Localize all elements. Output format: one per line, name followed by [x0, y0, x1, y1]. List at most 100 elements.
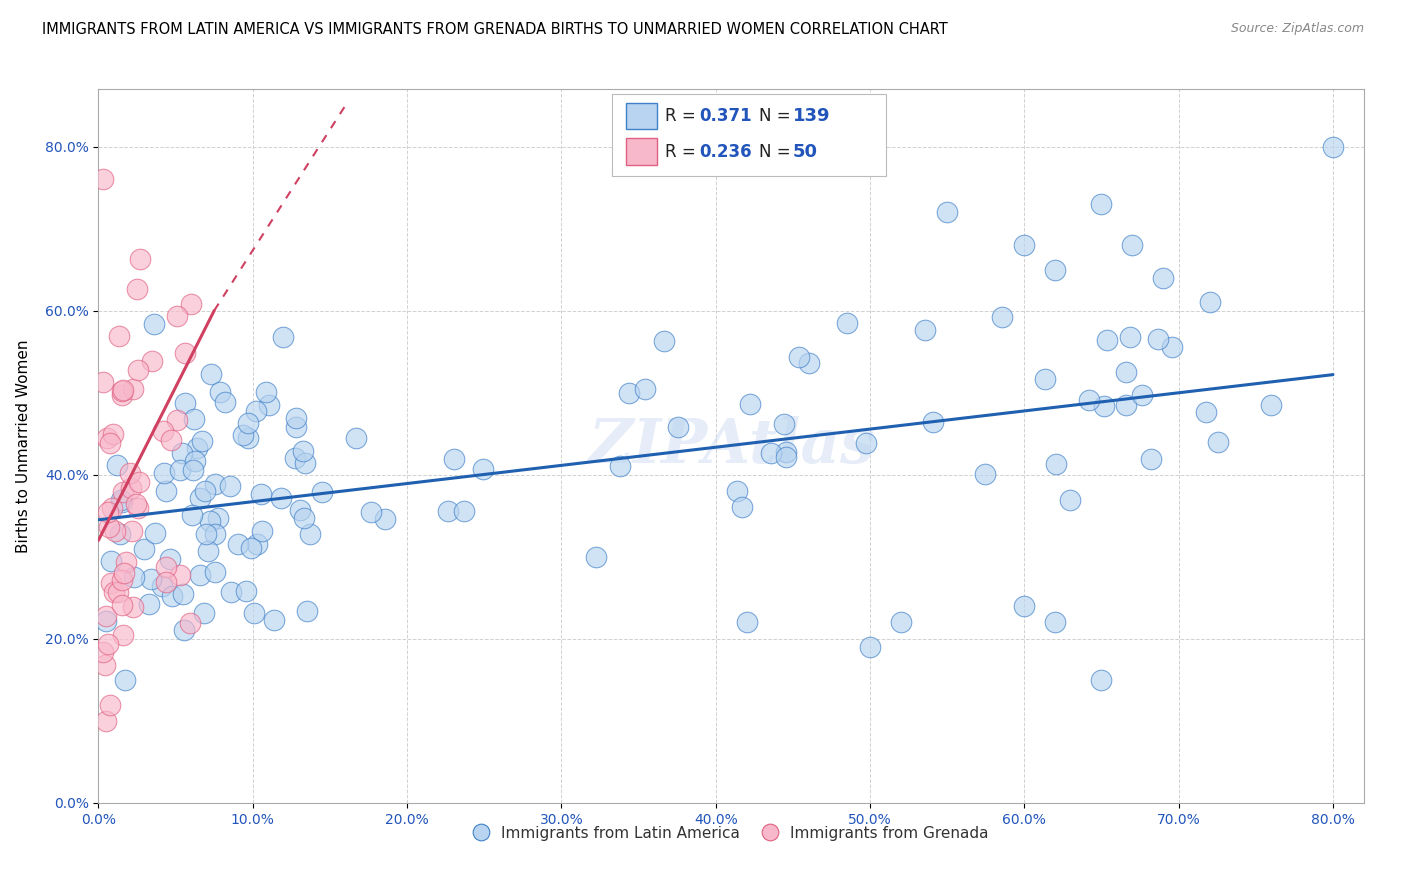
Point — [143, 317, 166, 331]
Point — [232, 427, 254, 442]
Text: R =: R = — [665, 107, 702, 125]
Point — [437, 504, 460, 518]
Point — [207, 511, 229, 525]
Point — [121, 524, 143, 538]
Point — [96, 431, 118, 445]
Point — [855, 436, 877, 450]
Point — [1059, 493, 1081, 508]
Point — [240, 541, 263, 556]
Point — [243, 606, 266, 620]
Point — [152, 467, 174, 481]
Point — [1140, 451, 1163, 466]
Point — [1090, 673, 1112, 687]
Point — [292, 511, 315, 525]
Point — [1115, 398, 1137, 412]
Point — [98, 435, 121, 450]
Point — [139, 572, 162, 586]
Text: IMMIGRANTS FROM LATIN AMERICA VS IMMIGRANTS FROM GRENADA BIRTHS TO UNMARRIED WOM: IMMIGRANTS FROM LATIN AMERICA VS IMMIGRA… — [42, 22, 948, 37]
Point — [110, 387, 132, 401]
Point — [125, 282, 148, 296]
Text: Source: ZipAtlas.com: Source: ZipAtlas.com — [1230, 22, 1364, 36]
Point — [107, 585, 129, 599]
Point — [775, 445, 797, 459]
Point — [112, 566, 135, 580]
Point — [122, 382, 145, 396]
Point — [110, 493, 132, 508]
Point — [152, 425, 174, 439]
Point — [93, 658, 115, 673]
Point — [263, 613, 285, 627]
Point — [128, 475, 150, 490]
Point — [181, 463, 204, 477]
Point — [585, 549, 607, 564]
Point — [284, 450, 307, 465]
Point — [183, 411, 205, 425]
Point — [179, 615, 201, 630]
Point — [193, 483, 215, 498]
Point — [155, 484, 177, 499]
Point — [122, 569, 145, 583]
Point — [127, 501, 149, 516]
Point — [1160, 340, 1182, 354]
Point — [731, 500, 754, 514]
Point — [1095, 333, 1118, 347]
Point — [91, 172, 114, 186]
Point — [1198, 295, 1220, 310]
Point — [238, 416, 260, 430]
Point — [1014, 599, 1036, 613]
Point — [105, 458, 128, 472]
Point — [124, 497, 146, 511]
Point — [172, 446, 194, 460]
Point — [166, 413, 188, 427]
Point — [141, 353, 163, 368]
Point — [1033, 372, 1056, 386]
Point — [200, 515, 222, 529]
Point — [772, 417, 794, 431]
Point — [936, 205, 959, 219]
Point — [160, 589, 183, 603]
Point — [169, 567, 191, 582]
Point — [122, 599, 145, 614]
Point — [143, 525, 166, 540]
Point — [120, 466, 142, 480]
Point — [1260, 398, 1282, 412]
Point — [1078, 392, 1101, 407]
Point — [194, 526, 217, 541]
Text: 0.371: 0.371 — [699, 107, 751, 125]
Point — [1115, 366, 1137, 380]
Text: R =: R = — [665, 143, 702, 161]
Point — [236, 431, 259, 445]
Point — [271, 330, 294, 344]
Point — [112, 628, 135, 642]
Point — [235, 583, 257, 598]
Point — [252, 524, 274, 538]
Point — [111, 384, 134, 399]
Text: 139: 139 — [793, 107, 831, 125]
Point — [97, 505, 120, 519]
Point — [295, 604, 318, 618]
Point — [759, 446, 782, 460]
Y-axis label: Births to Unmarried Women: Births to Unmarried Women — [15, 339, 31, 553]
Point — [103, 426, 125, 441]
Point — [120, 482, 142, 496]
Point — [155, 560, 177, 574]
Point — [155, 574, 177, 589]
Point — [1121, 238, 1143, 252]
Point — [1322, 139, 1344, 153]
Point — [775, 450, 797, 465]
Point — [173, 623, 195, 637]
Point — [292, 444, 315, 458]
Point — [98, 520, 121, 534]
Point — [132, 541, 155, 556]
Point — [1014, 238, 1036, 252]
Point — [288, 503, 311, 517]
Point — [204, 526, 226, 541]
Point — [112, 383, 135, 397]
Point — [159, 433, 181, 447]
Point — [91, 645, 114, 659]
Point — [94, 609, 117, 624]
Point — [991, 310, 1014, 324]
Point — [98, 698, 121, 713]
Point — [184, 454, 207, 468]
Point — [654, 334, 676, 349]
